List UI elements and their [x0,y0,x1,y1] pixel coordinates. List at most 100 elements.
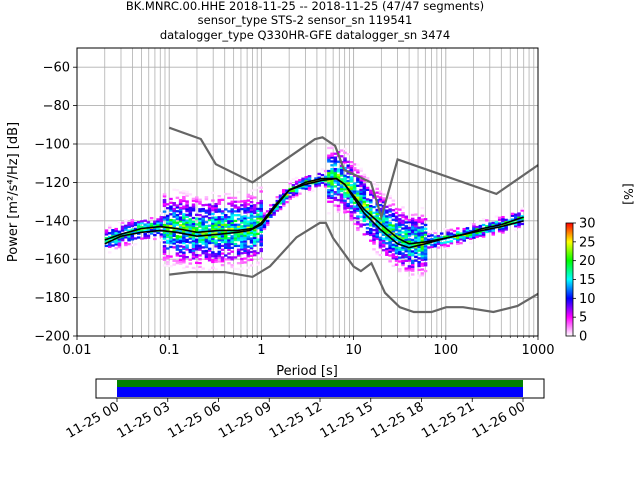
heatmap-cell [307,188,312,191]
heatmap-cell [178,235,183,238]
heatmap-cell [256,207,260,211]
heatmap-cell [227,233,231,236]
heatmap-cell [369,229,373,233]
heatmap-cell [388,240,392,244]
heatmap-cell [330,173,334,177]
heatmap-cell [246,232,251,235]
heatmap-cell [207,247,212,250]
heatmap-cell [352,209,357,212]
heatmap-cell [365,198,370,201]
heatmap-cell [378,238,383,241]
heatmap-cell [191,232,196,235]
heatmap-cell [497,228,502,231]
heatmap-cell [162,264,167,267]
heatmap-cell [340,199,344,202]
heatmap-cell [165,228,170,231]
heatmap-cell [359,184,363,188]
heatmap-cell [175,238,180,242]
heatmap-cell [178,241,183,244]
heatmap-cell [185,208,189,211]
heatmap-cell [194,198,199,201]
heatmap-cell [404,259,408,263]
heatmap-cell [401,254,405,257]
heatmap-cell [107,224,112,227]
heatmap-cell [162,195,167,198]
heatmap-cell [259,190,263,193]
heatmap-cell [478,234,483,237]
heatmap-cell [143,225,147,228]
heatmap-cell [111,232,115,236]
heatmap-cell [359,169,363,172]
heatmap-cell [230,215,234,219]
heatmap-cell [362,210,367,213]
heatmap-cell [372,215,376,218]
heatmap-cell [214,225,218,229]
heatmap-cell [223,258,228,261]
heatmap-cell [130,236,135,239]
colorbar-tick-label: 25 [579,235,596,250]
heatmap-cell [236,208,241,211]
heatmap-cell [104,244,109,248]
heatmap-cell [439,236,444,239]
heatmap-cell [394,215,399,218]
heatmap-cell [236,210,241,213]
heatmap-cell [182,266,186,270]
heatmap-cell [175,196,180,199]
heatmap-cell [478,224,483,228]
heatmap-cell [182,218,186,222]
heatmap-cell [398,229,402,232]
heatmap-cell [246,210,251,214]
heatmap-cell [162,237,167,240]
heatmap-cell [423,244,428,248]
heatmap-cell [107,232,112,235]
heatmap-cell [417,261,421,264]
heatmap-cell [343,195,347,199]
heatmap-cell [362,196,367,200]
heatmap-cell [249,223,254,227]
heatmap-cell [352,168,357,172]
heatmap-cell [356,205,360,209]
heatmap-cell [214,202,218,206]
heatmap-cell [207,205,212,208]
heatmap-cell [381,218,386,221]
heatmap-cell [182,253,186,256]
heatmap-cell [207,213,212,216]
heatmap-cell [130,224,135,228]
heatmap-cell [336,193,341,196]
heatmap-cell [327,175,331,178]
heatmap-cell [182,215,186,218]
heatmap-cell [249,214,254,217]
heatmap-cell [362,214,367,217]
heatmap-cell [288,191,292,195]
heatmap-cell [362,198,367,201]
heatmap-cell [214,206,218,210]
heatmap-cell [178,260,183,263]
heatmap-cell [165,235,170,239]
heatmap-cell [456,238,460,242]
heatmap-cell [420,228,425,231]
heatmap-cell [240,261,244,265]
heatmap-cell [359,202,363,205]
heatmap-cell [356,178,360,182]
heatmap-cell [356,196,360,199]
heatmap-cell [117,220,122,224]
heatmap-cell [207,232,212,235]
heatmap-cell [159,223,164,227]
heatmap-cell [185,221,189,224]
heatmap-cell [233,237,238,240]
heatmap-cell [233,223,238,226]
heatmap-cell [253,229,257,232]
heatmap-cell [349,170,354,173]
heatmap-cell [381,239,386,242]
heatmap-cell [423,256,428,259]
heatmap-cell [468,229,473,233]
heatmap-cell [420,253,425,256]
heatmap-cell [172,219,176,222]
heatmap-cell [149,217,154,220]
heatmap-cell [172,225,176,228]
heatmap-cell [223,223,228,226]
heatmap-cell [349,185,354,189]
heatmap-cell [510,218,515,221]
heatmap-cell [111,244,115,247]
heatmap-cell [404,255,408,259]
